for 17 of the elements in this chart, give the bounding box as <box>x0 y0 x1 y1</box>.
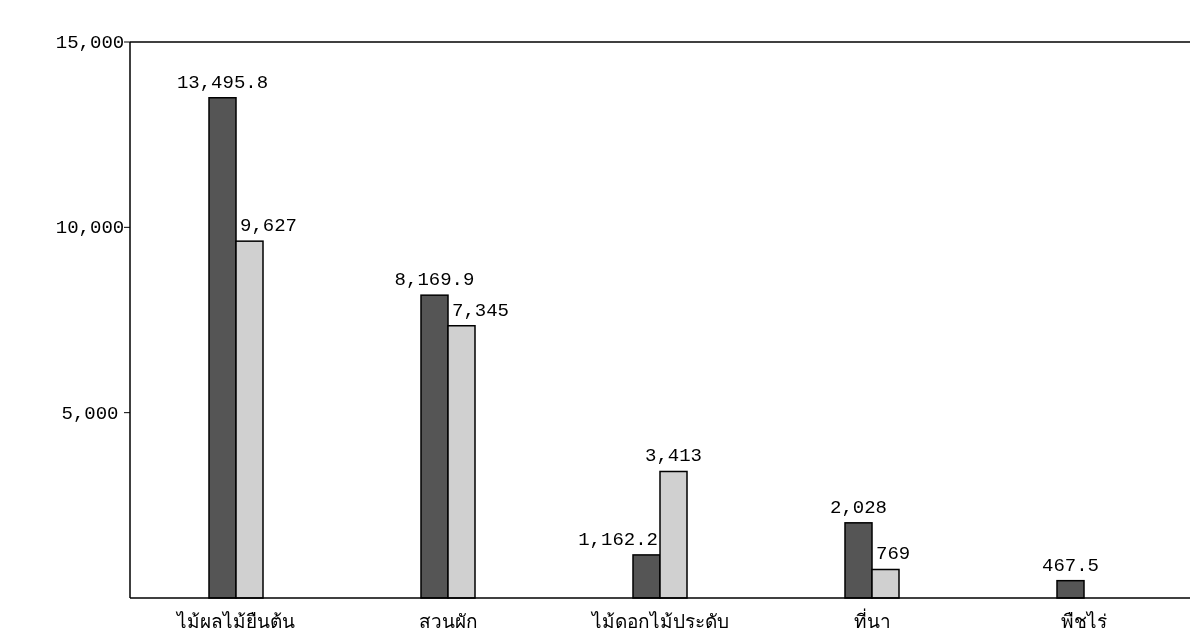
data-label: 7,345 <box>452 299 510 322</box>
x-tick-label: ไม้ดอกไม้ประดับ <box>589 610 729 632</box>
data-label: 8,169.9 <box>394 269 475 292</box>
x-tick-label: ไม้ผลไม้ยืนต้น <box>175 610 295 632</box>
y-tick-label: 15,000 <box>55 32 125 54</box>
data-label: 467.5 <box>1041 554 1100 577</box>
data-label: 3,413 <box>644 445 703 468</box>
data-label: 1,162.2 <box>578 528 658 551</box>
x-tick-label: พืชไร่ <box>1061 610 1107 632</box>
data-label: 769 <box>876 543 911 566</box>
x-tick-label: ที่นา <box>853 608 891 632</box>
x-tick-label: สวนผัก <box>418 610 478 632</box>
y-tick-label: 10,000 <box>55 217 125 240</box>
data-label: 2,028 <box>829 496 888 519</box>
data-label: 13,495.8 <box>176 71 269 94</box>
y-tick-label: 5,000 <box>61 402 119 425</box>
data-label: 9,627 <box>240 215 298 238</box>
